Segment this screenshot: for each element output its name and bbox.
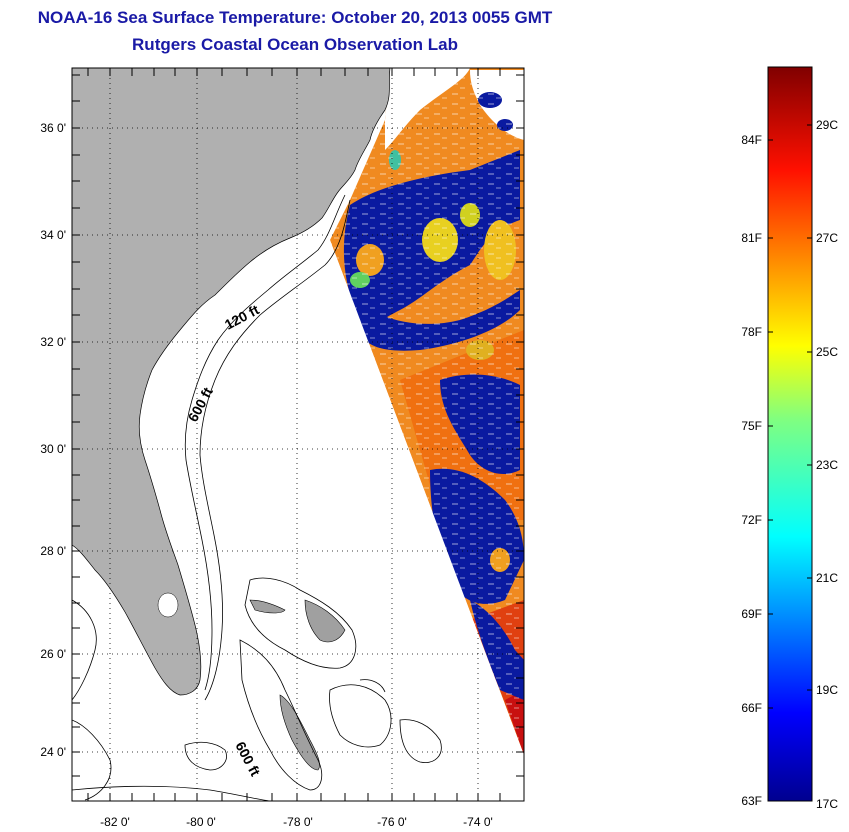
- lat-label: 28 0': [40, 544, 66, 558]
- lat-label: 24 0': [40, 745, 66, 759]
- lon-label: -80 0': [186, 815, 216, 829]
- bathymetry-contours: [72, 194, 442, 801]
- lon-label: -78 0': [283, 815, 313, 829]
- gridlines: [72, 68, 524, 801]
- lat-label: 36 0': [40, 121, 66, 135]
- map-subtitle: Rutgers Coastal Ocean Observation Lab: [132, 35, 458, 54]
- lat-label: 26 0': [40, 647, 66, 661]
- lon-label: -82 0': [100, 815, 130, 829]
- lat-label: 30 0': [40, 442, 66, 456]
- land-grand-bahama: [249, 599, 286, 614]
- lon-label: -74 0': [463, 815, 493, 829]
- lat-label: 32 0': [40, 335, 66, 349]
- lat-label: 34 0': [40, 228, 66, 242]
- land-andros: [279, 694, 320, 771]
- lon-label: -76 0': [377, 815, 407, 829]
- land-abaco: [304, 599, 346, 643]
- tick-marks: [72, 68, 524, 801]
- lake-icon: [157, 592, 179, 618]
- map-title: NOAA-16 Sea Surface Temperature: October…: [37, 8, 553, 27]
- map-frame: [71, 67, 525, 802]
- land-us-southeast: [72, 68, 391, 696]
